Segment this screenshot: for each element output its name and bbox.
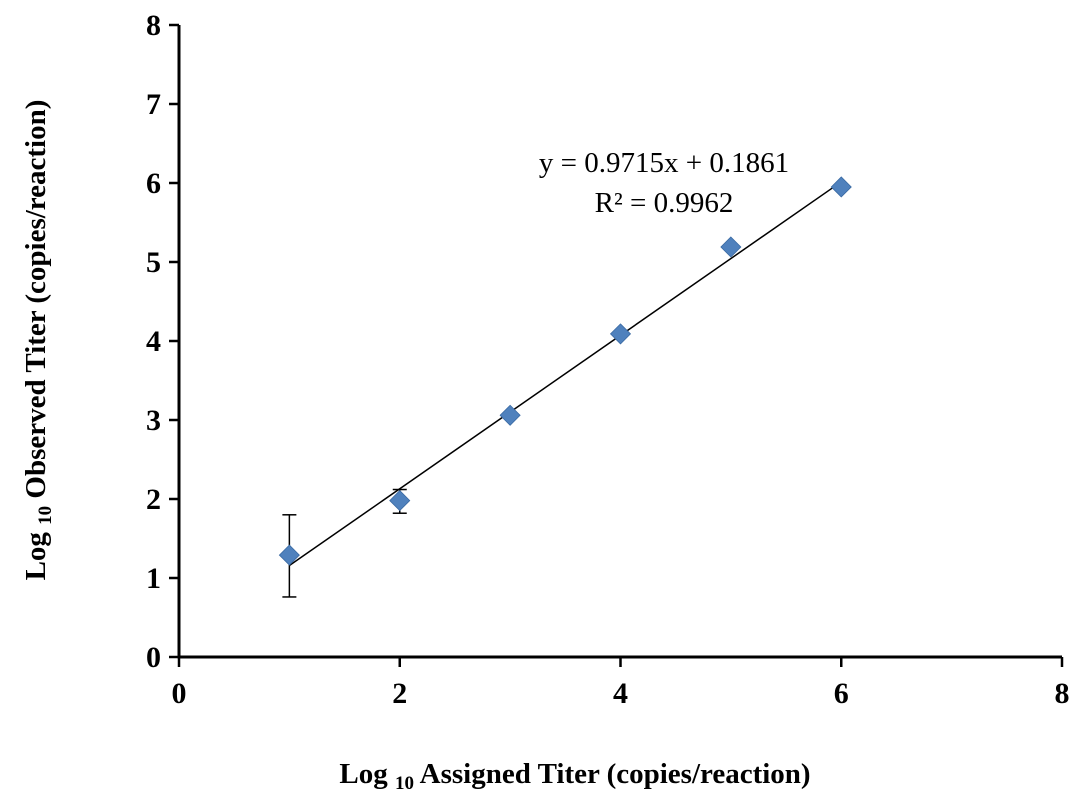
y-ticks: 0 1 2 3 4 5 6 7 8 — [146, 9, 179, 674]
data-point — [830, 176, 852, 198]
y-tick-label: 6 — [146, 167, 161, 200]
data-point — [278, 544, 300, 566]
y-tick-label: 2 — [146, 483, 161, 516]
data-point — [720, 236, 742, 258]
x-axis-title-subscript: 10 — [395, 773, 414, 794]
x-tick-label: 6 — [834, 677, 849, 710]
x-ticks: 0 2 4 6 8 — [172, 657, 1070, 710]
y-axis-title-subscript: 10 — [35, 506, 56, 525]
y-tick-label: 0 — [146, 641, 161, 674]
x-tick-label: 2 — [392, 677, 407, 710]
x-axis-title-text: Assigned Titer (copies/reaction) — [420, 758, 811, 790]
y-tick-label: 7 — [146, 88, 161, 121]
r-squared-label: R² = 0.9962 — [595, 187, 734, 219]
x-tick-label: 0 — [172, 677, 187, 710]
y-axis-title: Log 10 Observed Titer (copies/reaction) — [20, 100, 58, 581]
y-tick-label: 5 — [146, 246, 161, 279]
y-tick-label: 1 — [146, 562, 161, 595]
x-tick-label: 4 — [613, 677, 628, 710]
y-axis-title-prefix: Log — [20, 532, 52, 581]
trendline — [288, 181, 842, 567]
data-point — [389, 490, 411, 512]
y-tick-label: 4 — [146, 325, 161, 358]
trendline-group — [288, 181, 842, 567]
x-axis-title: Log 10 Assigned Titer (copies/reaction) — [339, 758, 810, 794]
x-axis-title-prefix: Log — [339, 758, 388, 790]
data-point — [499, 404, 521, 426]
trendline-equation: y = 0.9715x + 0.1861 — [539, 147, 789, 179]
error-bars — [282, 488, 407, 598]
data-markers — [278, 176, 852, 566]
y-tick-label: 3 — [146, 404, 161, 437]
x-tick-label: 8 — [1055, 677, 1070, 710]
data-point — [609, 323, 632, 345]
y-axis-title-text: Observed Titer (copies/reaction) — [20, 100, 52, 499]
y-tick-label: 8 — [146, 9, 161, 42]
